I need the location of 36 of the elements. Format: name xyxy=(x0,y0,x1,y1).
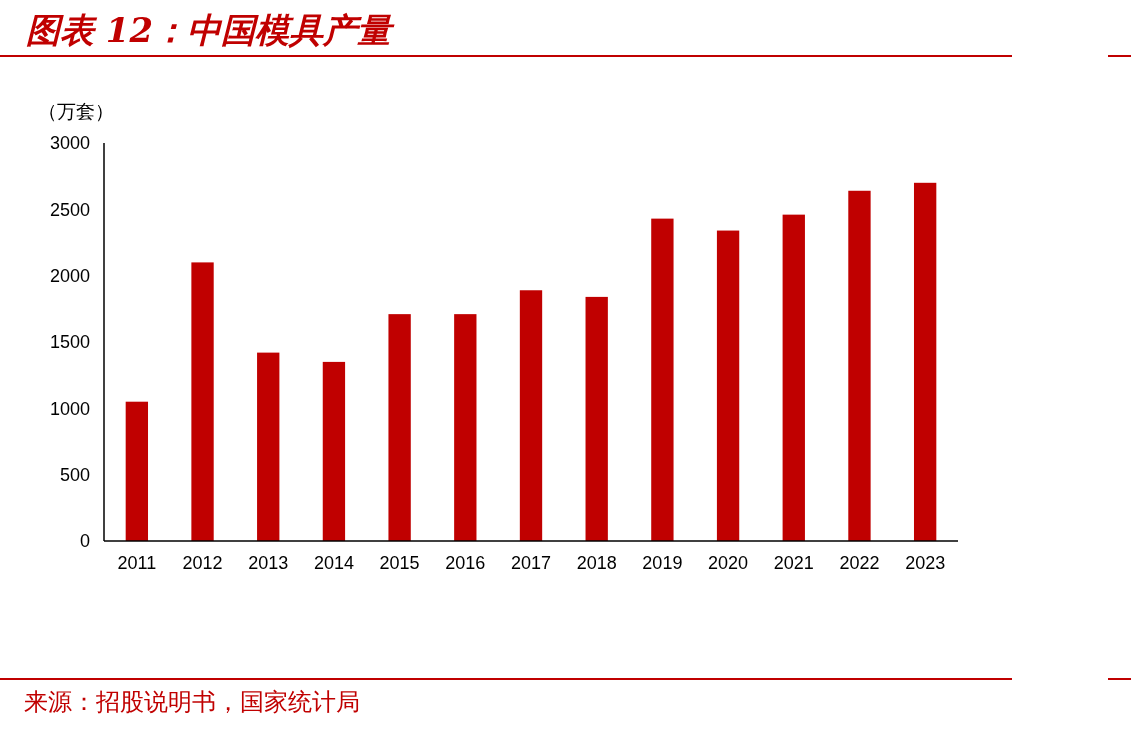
bar xyxy=(191,262,214,541)
bar xyxy=(913,182,937,541)
y-tick-label: 0 xyxy=(79,531,90,552)
bar xyxy=(322,361,346,541)
bar xyxy=(848,190,871,541)
bar xyxy=(388,314,411,541)
x-tick-label: 2011 xyxy=(117,553,157,573)
chart-title: 图表 12：中国模具产量 xyxy=(26,10,396,50)
x-tick-label: 2019 xyxy=(642,553,683,573)
y-tick-label: 1000 xyxy=(49,398,90,419)
bar xyxy=(782,214,805,541)
y-tick-label: 500 xyxy=(59,464,90,485)
x-tick-label: 2020 xyxy=(708,553,749,573)
bar xyxy=(651,218,674,541)
x-tick-label: 2023 xyxy=(905,553,946,573)
y-tick-label: 2500 xyxy=(49,199,90,220)
x-tick-label: 2022 xyxy=(839,553,880,573)
x-tick-label: 2015 xyxy=(379,553,420,573)
x-tick-label: 2016 xyxy=(445,553,486,573)
bar xyxy=(716,230,740,541)
bar xyxy=(125,401,149,541)
bar xyxy=(519,290,543,541)
bar xyxy=(585,296,608,541)
x-tick-label: 2017 xyxy=(510,553,552,573)
y-tick-label: 1500 xyxy=(49,332,90,353)
x-tick-label: 2013 xyxy=(248,553,289,573)
x-tick-label: 2021 xyxy=(773,553,814,573)
x-tick-label: 2012 xyxy=(182,553,223,573)
x-tick-label: 2018 xyxy=(576,553,617,573)
bar xyxy=(257,352,280,541)
y-tick-label: 3000 xyxy=(49,133,90,154)
bar xyxy=(454,314,477,541)
y-axis-title: （万套） xyxy=(38,101,114,122)
y-tick-label: 2000 xyxy=(49,265,90,286)
source-note: 来源：招股说明书，国家统计局 xyxy=(24,688,360,716)
x-tick-label: 2014 xyxy=(313,553,354,573)
